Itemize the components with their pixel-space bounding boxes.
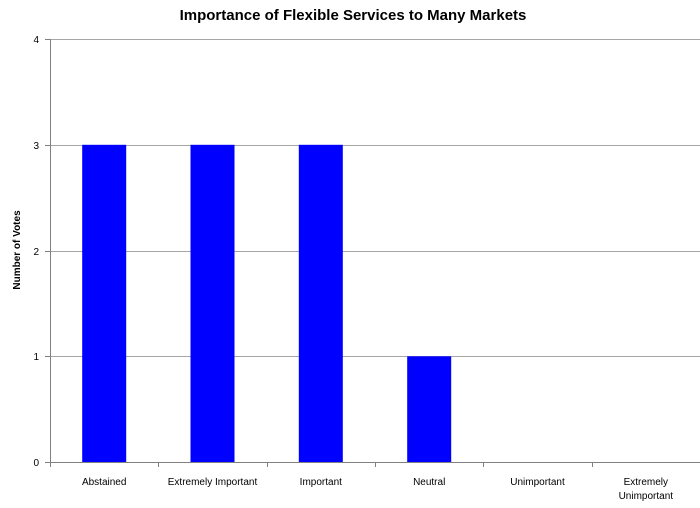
y-axis-label: Number of Votes: [12, 210, 23, 290]
x-tick-label-4: Unimportant: [510, 477, 565, 488]
bar-0: [82, 144, 127, 463]
gridlines: [50, 39, 700, 357]
y-tick-label-3: 3: [33, 141, 39, 152]
x-tick-labels: Abstained Extremely Important Important Neu…: [82, 477, 673, 502]
y-tick-label-1: 1: [33, 352, 39, 363]
axes: [45, 39, 700, 467]
bars: [82, 144, 452, 463]
x-tick-label-1: Extremely Important: [168, 477, 258, 488]
x-tick-label-0: Abstained: [82, 477, 126, 488]
bar-2: [298, 144, 343, 463]
bar-1: [190, 144, 235, 463]
chart-title: Importance of Flexible Services to Many …: [180, 7, 527, 24]
y-tick-label-4: 4: [33, 35, 39, 46]
x-tick-label-3: Neutral: [413, 477, 445, 488]
x-tick-label-2: Important: [300, 477, 342, 488]
bar-3: [407, 356, 452, 463]
x-tick-label-5: Extremely Unimportant: [619, 477, 674, 502]
y-tick-labels: 0 1 2 3 4: [33, 35, 39, 469]
y-tick-label-0: 0: [33, 458, 39, 469]
y-tick-label-2: 2: [33, 247, 39, 258]
